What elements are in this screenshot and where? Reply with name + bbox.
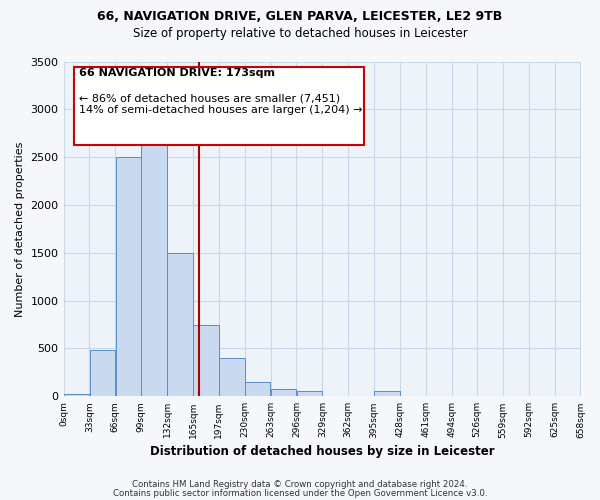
X-axis label: Distribution of detached houses by size in Leicester: Distribution of detached houses by size … <box>150 444 494 458</box>
Bar <box>116 157 141 396</box>
Bar <box>219 358 245 397</box>
Bar <box>374 390 400 396</box>
Text: Size of property relative to detached houses in Leicester: Size of property relative to detached ho… <box>133 28 467 40</box>
Bar <box>271 388 296 396</box>
Bar <box>89 350 115 397</box>
Bar <box>64 394 89 396</box>
Bar <box>296 391 322 396</box>
FancyBboxPatch shape <box>74 66 364 145</box>
Y-axis label: Number of detached properties: Number of detached properties <box>15 141 25 316</box>
Text: Contains HM Land Registry data © Crown copyright and database right 2024.: Contains HM Land Registry data © Crown c… <box>132 480 468 489</box>
Bar <box>142 128 167 396</box>
Bar <box>167 253 193 396</box>
Text: 66, NAVIGATION DRIVE, GLEN PARVA, LEICESTER, LE2 9TB: 66, NAVIGATION DRIVE, GLEN PARVA, LEICES… <box>97 10 503 23</box>
Text: ← 86% of detached houses are smaller (7,451)
14% of semi-detached houses are lar: ← 86% of detached houses are smaller (7,… <box>79 94 362 115</box>
Bar <box>245 382 271 396</box>
Text: Contains public sector information licensed under the Open Government Licence v3: Contains public sector information licen… <box>113 488 487 498</box>
Bar <box>193 324 218 396</box>
Text: 66 NAVIGATION DRIVE: 173sqm: 66 NAVIGATION DRIVE: 173sqm <box>79 68 275 78</box>
